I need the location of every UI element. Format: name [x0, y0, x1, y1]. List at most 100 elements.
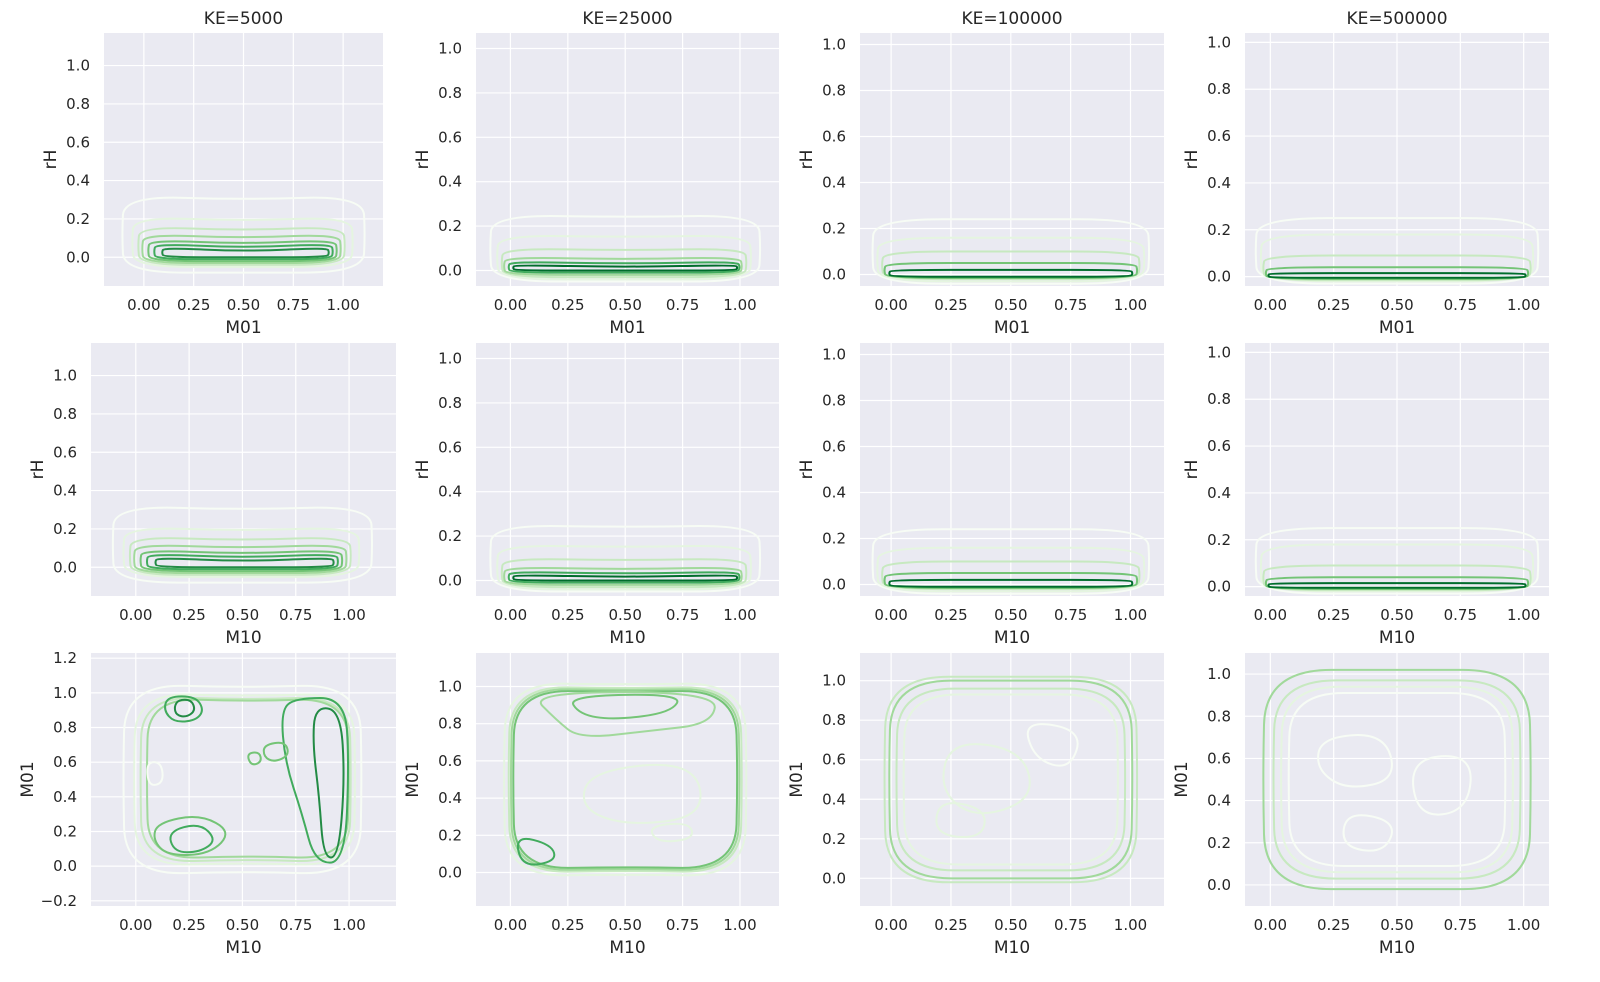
x-tick-label: 0.25	[934, 606, 967, 624]
density-contour	[145, 554, 339, 571]
density-contour	[147, 240, 338, 263]
y-tick-label: 0.0	[1207, 876, 1231, 894]
density-contour	[876, 546, 1146, 593]
y-tick-label: 0.8	[822, 711, 846, 729]
x-tick-label: 0.50	[1380, 916, 1413, 934]
y-tick-label: 1.0	[66, 57, 90, 75]
density-contour	[121, 196, 366, 274]
subplot-title: KE=25000	[582, 9, 672, 29]
y-tick-label: 0.0	[438, 571, 462, 589]
density-contour	[935, 802, 986, 839]
y-tick-label: 0.8	[438, 394, 462, 412]
density-contour	[888, 268, 1134, 278]
density-contour	[1026, 723, 1079, 767]
x-tick-label: 0.75	[666, 916, 699, 934]
x-tick-label: 0.50	[1380, 296, 1413, 314]
y-tick-label: 0.6	[822, 128, 846, 146]
density-contour	[146, 761, 164, 786]
density-contour	[141, 234, 342, 265]
x-tick-label: 0.25	[934, 296, 967, 314]
y-axis-label: rH	[1182, 460, 1202, 480]
x-tick-label: 0.50	[994, 606, 1027, 624]
y-tick-label: 0.2	[822, 830, 846, 848]
x-tick-label: 0.50	[609, 606, 642, 624]
density-contour	[512, 574, 739, 582]
y-tick-label: 1.0	[1207, 665, 1231, 683]
y-tick-label: 1.0	[53, 367, 77, 385]
density-contour	[503, 682, 748, 877]
density-contour	[516, 837, 556, 866]
density-contour	[169, 824, 214, 854]
x-tick-label: 1.00	[1507, 606, 1540, 624]
y-tick-label: 0.4	[822, 484, 846, 502]
y-tick-label: 0.6	[53, 753, 77, 771]
y-tick-label: 1.2	[53, 649, 77, 667]
y-axis-label: rH	[1182, 150, 1202, 170]
density-contour	[164, 695, 203, 723]
y-tick-label: 0.0	[822, 266, 846, 284]
y-tick-label: 0.4	[1207, 174, 1231, 192]
y-tick-label: 0.8	[438, 715, 462, 733]
y-tick-label: 0.0	[1207, 578, 1231, 596]
x-tick-label: 1.00	[1114, 606, 1147, 624]
density-contour	[247, 751, 262, 766]
x-tick-label: 0.25	[1317, 606, 1350, 624]
y-axis-label: M01	[787, 761, 807, 797]
density-contour	[133, 544, 348, 574]
y-tick-label: 0.4	[822, 790, 846, 808]
density-contour	[489, 525, 762, 593]
x-tick-label: 1.00	[723, 916, 756, 934]
x-tick-label: 0.00	[874, 296, 907, 314]
density-contour	[1267, 272, 1527, 279]
x-tick-label: 0.75	[279, 606, 312, 624]
y-tick-label: 0.0	[822, 576, 846, 594]
subplot-7: 0.00 0.25 0.50 0.75 1.00 0.0 0.2 0.4 0.6 0.8 1.0 M1…	[797, 343, 1164, 648]
y-tick-label: 0.8	[53, 719, 77, 737]
x-axis-label: M01	[1379, 318, 1415, 338]
density-contour	[145, 698, 350, 859]
density-contour	[122, 527, 361, 578]
y-tick-label: 0.4	[438, 173, 462, 191]
subplot-8: 0.00 0.25 0.50 0.75 1.00 0.0 0.2 0.4 0.6 0.8 1.0 M1…	[1182, 343, 1549, 648]
y-tick-label: 0.2	[822, 220, 846, 238]
y-tick-label: 0.8	[1207, 80, 1231, 98]
density-contour	[173, 698, 196, 718]
y-tick-label: 0.6	[1207, 437, 1231, 455]
x-tick-label: 0.00	[494, 916, 527, 934]
y-tick-label: 0.8	[1207, 707, 1231, 725]
y-tick-label: 0.2	[822, 530, 846, 548]
density-contour	[133, 693, 356, 866]
y-axis-label: rH	[413, 150, 433, 170]
density-contour	[139, 697, 352, 862]
density-contour	[1280, 685, 1514, 874]
density-contour	[650, 822, 694, 843]
x-tick-label: 0.50	[994, 296, 1027, 314]
x-tick-label: 0.00	[874, 606, 907, 624]
x-axis-label: M10	[994, 628, 1030, 648]
subplot-2: 0.00 0.25 0.50 0.75 1.00 0.0 0.2 0.4 0.6 0.8 1.0 M0…	[413, 9, 779, 338]
x-tick-label: 0.25	[177, 296, 210, 314]
subplot-1: 0.00 0.25 0.50 0.75 1.00 0.0 0.2 0.4 0.6 0.8 1.0 M0…	[41, 9, 383, 338]
y-tick-label: 0.6	[53, 443, 77, 461]
y-tick-label: 0.2	[1207, 834, 1231, 852]
y-tick-label: 0.2	[438, 527, 462, 545]
density-contour	[876, 236, 1146, 283]
x-axis-label: M01	[994, 318, 1030, 338]
y-tick-label: 0.6	[438, 752, 462, 770]
subplot-title: KE=100000	[961, 9, 1062, 29]
y-tick-label: 0.4	[438, 789, 462, 807]
x-tick-label: 1.00	[1114, 916, 1147, 934]
y-tick-label: −0.2	[41, 892, 77, 910]
density-contour	[503, 567, 743, 586]
subplot-10: 0.00 0.25 0.50 0.75 1.00 0.0 0.2 0.4 0.6 0.8 1.0 M1…	[403, 653, 779, 958]
subplot-12: 0.00 0.25 0.50 0.75 1.00 0.0 0.2 0.4 0.6 0.8 1.0 M1…	[1172, 653, 1549, 958]
x-tick-label: 0.50	[994, 916, 1027, 934]
density-contour	[111, 506, 374, 584]
density-contour	[1254, 527, 1540, 595]
density-contour	[500, 248, 748, 279]
y-tick-label: 0.4	[53, 482, 77, 500]
y-tick-label: 0.4	[438, 483, 462, 501]
density-contour	[902, 693, 1119, 866]
x-tick-label: 0.00	[119, 916, 152, 934]
density-contour	[507, 571, 741, 584]
